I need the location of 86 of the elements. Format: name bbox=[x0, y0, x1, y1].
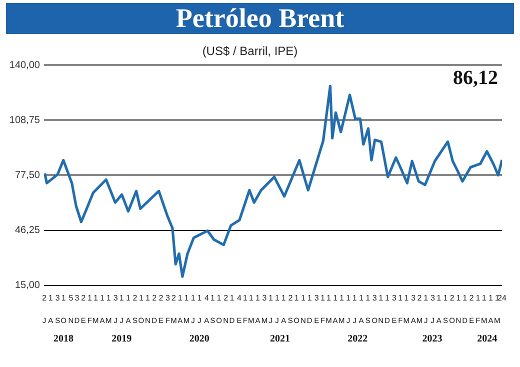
x2-tick-label: 3 bbox=[55, 293, 60, 302]
x2-tick-label: 1 bbox=[197, 293, 202, 302]
y-tick-label: 77,50 bbox=[14, 170, 40, 181]
x2-tick-label: 1 bbox=[476, 293, 481, 302]
annotation: 86,12 bbox=[453, 67, 498, 90]
x2-tick-label: 1 bbox=[248, 293, 254, 302]
x2-tick-label: 1 bbox=[255, 293, 260, 302]
x-tick-label: 2023 bbox=[422, 334, 442, 345]
x2-tick-label: 1 bbox=[424, 293, 429, 302]
x2-tick-label: 1 bbox=[126, 293, 131, 302]
x2-tick-label: 1 bbox=[366, 293, 371, 302]
x2-tick-label: 1 bbox=[87, 293, 92, 302]
x-tick-label: 2021 bbox=[270, 334, 290, 345]
x2-tick-label: 2 bbox=[152, 293, 158, 302]
x2-tick-label: 1 bbox=[378, 293, 384, 302]
x2-tick-label: 1 bbox=[119, 293, 124, 302]
x2-tick-label: 1 bbox=[230, 293, 235, 302]
x2-tick-label: 1 bbox=[61, 293, 66, 302]
x2-tick-label: 1 bbox=[436, 293, 442, 302]
x-tick-label: 2020 bbox=[189, 334, 210, 345]
x2-tick-label: 3 bbox=[430, 293, 436, 302]
x2-tick-label: 4 bbox=[236, 293, 242, 302]
x2-tick-label: 1 bbox=[146, 293, 151, 302]
x2-tick-label: 1 bbox=[190, 293, 196, 302]
chart-title: Petróleo Brent bbox=[6, 3, 514, 34]
x2-tick-label: 1 bbox=[404, 293, 410, 302]
x2-tick-label: 2 bbox=[224, 293, 229, 302]
x2-tick-label: 2 bbox=[42, 293, 47, 302]
x2-tick-label: 1 bbox=[352, 293, 358, 302]
x2-tick-label: 1 bbox=[274, 293, 280, 302]
x2-tick-label: 4 bbox=[204, 293, 210, 302]
x2-tick-label: 1 bbox=[281, 293, 286, 302]
x2-tick-label: 1 bbox=[456, 293, 462, 302]
x2-tick-label: 3 bbox=[113, 293, 118, 302]
x2-tick-label: 3 bbox=[314, 293, 320, 302]
x-tick-label: 2022 bbox=[348, 334, 368, 345]
y-tick-label: 46,25 bbox=[14, 225, 40, 236]
x2-tick-label: 2 bbox=[450, 293, 455, 302]
x2-tick-label: 3 bbox=[411, 293, 416, 302]
x2-tick-label: 1 bbox=[106, 293, 112, 302]
x2-tick-label: 1 bbox=[210, 293, 216, 302]
x2-tick-label: 1 bbox=[384, 293, 390, 302]
x2-tick-label: 1 bbox=[488, 293, 494, 302]
x-tick-label: 2024 bbox=[477, 334, 498, 345]
x2-tick-label: 1 bbox=[93, 293, 98, 302]
x2-tick-label: 1 bbox=[346, 293, 352, 302]
x2-tick-label: 1 bbox=[326, 293, 332, 302]
x2-tick-label: 1 bbox=[339, 293, 344, 302]
y-tick-label: 15,00 bbox=[14, 280, 40, 292]
x2-tick-label: 24 bbox=[498, 293, 507, 302]
x-tick-label: 2019 bbox=[112, 334, 132, 345]
x2-tick-label: 3 bbox=[392, 293, 397, 302]
x2-tick-label: 3 bbox=[74, 293, 80, 302]
x2-tick-label: 1 bbox=[294, 293, 300, 302]
x2-tick-label: 5 bbox=[68, 293, 74, 302]
x2-tick-label: 2 bbox=[81, 293, 86, 302]
x2-tick-label: 1 bbox=[138, 293, 144, 302]
y-tick-label: 108,75 bbox=[9, 114, 40, 126]
x2-tick-label: 2 bbox=[417, 293, 422, 302]
x2-tick-label: 1 bbox=[307, 293, 312, 302]
x2-tick-label: 1 bbox=[398, 293, 404, 302]
x2-tick-label: 1 bbox=[462, 293, 468, 302]
x2-tick-label: 2 bbox=[288, 293, 294, 302]
x2-tick-label: 1 bbox=[100, 293, 106, 302]
x2-tick-label: 1 bbox=[359, 293, 364, 302]
x2-tick-label: 1 bbox=[333, 293, 338, 302]
x2-tick-label: 2 bbox=[171, 293, 176, 302]
chart-subtitle: (US$ / Barril, IPE) bbox=[201, 44, 299, 58]
x2-tick-label: 3 bbox=[262, 293, 268, 302]
y-tick-label: 140,00 bbox=[9, 60, 40, 71]
x2-tick-label: 1 bbox=[48, 293, 54, 302]
x2-tick-label: 1 bbox=[268, 293, 274, 302]
x2-tick-label: 3 bbox=[372, 293, 378, 302]
x2-tick-label: 1 bbox=[184, 293, 190, 302]
x2-tick-label: 1 bbox=[443, 293, 448, 302]
x-tick-label: 2018 bbox=[54, 334, 74, 345]
x2-tick-label: 1 bbox=[178, 293, 183, 302]
x2-tick-label: 1 bbox=[300, 293, 306, 302]
x2-tick-label: 1 bbox=[320, 293, 326, 302]
x2-tick-label: 1 bbox=[242, 293, 248, 302]
x2-tick-label: 1 bbox=[216, 293, 222, 302]
x2-tick-label: 2 bbox=[132, 293, 138, 302]
x2-tick-label: 1 bbox=[482, 293, 487, 302]
x2-tick-label: 2 bbox=[158, 293, 164, 302]
x2-tick-label: 3 bbox=[166, 293, 171, 302]
x2-tick-label: 2 bbox=[469, 293, 474, 302]
